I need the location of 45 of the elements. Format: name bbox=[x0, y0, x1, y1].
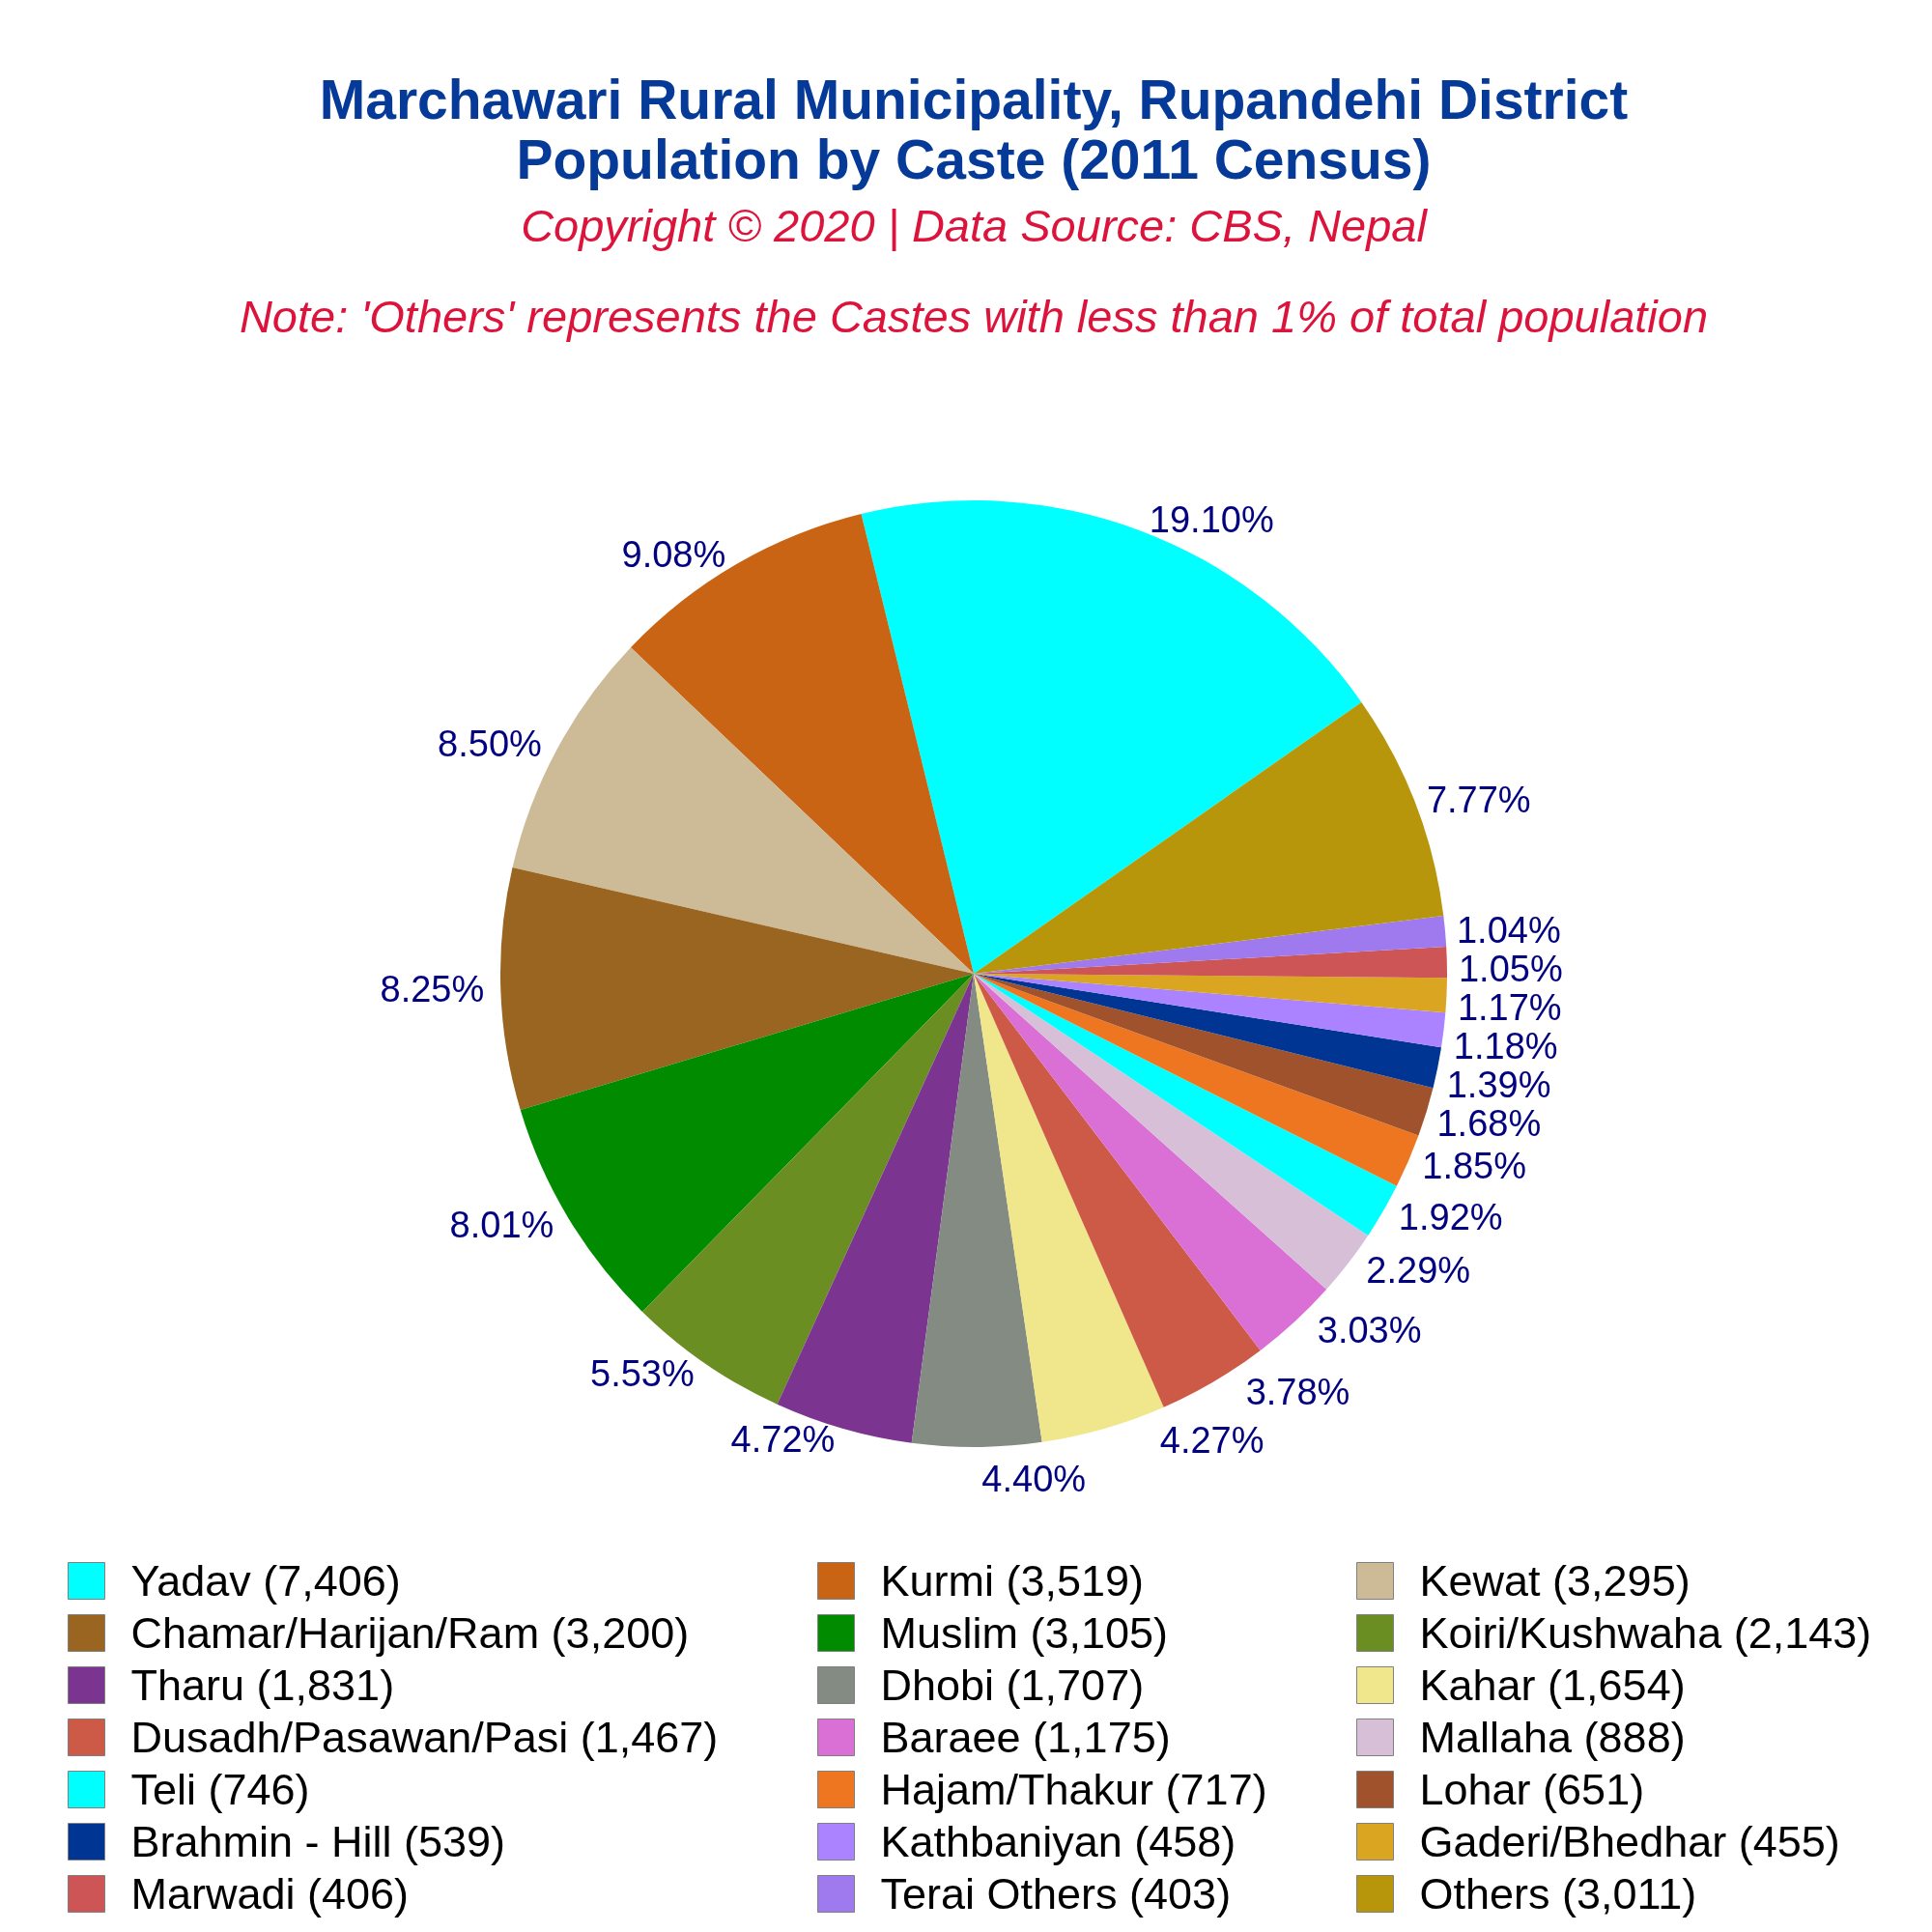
legend-label: Kathbaniyan (458) bbox=[880, 1817, 1236, 1866]
data-label: 3.03% bbox=[1317, 1309, 1422, 1350]
chart-title: Marchawari Rural Municipality, Rupandehi District Population by Caste (2011 Census) bbox=[319, 69, 1629, 190]
data-label: 4.27% bbox=[1159, 1419, 1264, 1461]
legend-label: Koiri/Kushwaha (2,143) bbox=[1419, 1608, 1872, 1658]
data-label: 8.01% bbox=[449, 1204, 554, 1245]
legend-label: Terai Others (403) bbox=[880, 1869, 1232, 1918]
data-label: 9.08% bbox=[621, 533, 726, 575]
legend-label: Tharu (1,831) bbox=[130, 1661, 395, 1710]
text: Note: 'Others' represents the Castes with less than 1% of total population bbox=[239, 291, 1709, 342]
legend-label: Hajam/Thakur (717) bbox=[880, 1765, 1267, 1814]
data-label: 8.25% bbox=[380, 969, 485, 1010]
legend-label: Kewat (3,295) bbox=[1419, 1556, 1690, 1605]
legend-label: Brahmin - Hill (539) bbox=[130, 1817, 506, 1866]
data-label: 1.17% bbox=[1457, 986, 1562, 1028]
legend-label: Marwadi (406) bbox=[130, 1869, 410, 1918]
data-label: 1.85% bbox=[1422, 1145, 1527, 1186]
legend-label: Dhobi (1,707) bbox=[880, 1661, 1145, 1710]
data-label: 4.72% bbox=[730, 1419, 836, 1461]
chart-subtitle: Copyright © 2020 | Data Source: CBS, Nepal bbox=[521, 200, 1429, 251]
data-label: 1.05% bbox=[1458, 948, 1563, 989]
data-label: 1.39% bbox=[1446, 1064, 1551, 1105]
legend-label: Kahar (1,654) bbox=[1419, 1661, 1686, 1710]
data-label: 7.77% bbox=[1426, 779, 1531, 820]
legend-label: Teli (746) bbox=[130, 1765, 310, 1814]
data-label: 2.29% bbox=[1366, 1249, 1471, 1291]
data-label: 4.40% bbox=[981, 1458, 1087, 1499]
legend-label: Mallaha (888) bbox=[1419, 1713, 1686, 1762]
legend-label: Baraee (1,175) bbox=[880, 1713, 1171, 1762]
legend-label: Lohar (651) bbox=[1419, 1765, 1645, 1814]
legend-label: Dusadh/Pasawan/Pasi (1,467) bbox=[130, 1713, 719, 1762]
legend-label: Muslim (3,105) bbox=[880, 1608, 1169, 1658]
data-label: 1.68% bbox=[1436, 1102, 1542, 1144]
data-label: 19.10% bbox=[1149, 499, 1274, 541]
data-label: 5.53% bbox=[590, 1352, 695, 1394]
legend-label: Gaderi/Bhedhar (455) bbox=[1419, 1817, 1840, 1866]
legend-label: Yadav (7,406) bbox=[130, 1556, 401, 1605]
legend-label: Kurmi (3,519) bbox=[880, 1556, 1145, 1605]
data-label: 1.18% bbox=[1453, 1025, 1558, 1066]
data-label: 3.78% bbox=[1245, 1371, 1350, 1412]
data-label: 1.04% bbox=[1456, 909, 1561, 951]
data-label: 1.92% bbox=[1398, 1196, 1503, 1237]
legend-label: Chamar/Harijan/Ram (3,200) bbox=[130, 1608, 690, 1658]
legend-label: Others (3,011) bbox=[1419, 1869, 1697, 1918]
data-label: 8.50% bbox=[438, 724, 542, 765]
